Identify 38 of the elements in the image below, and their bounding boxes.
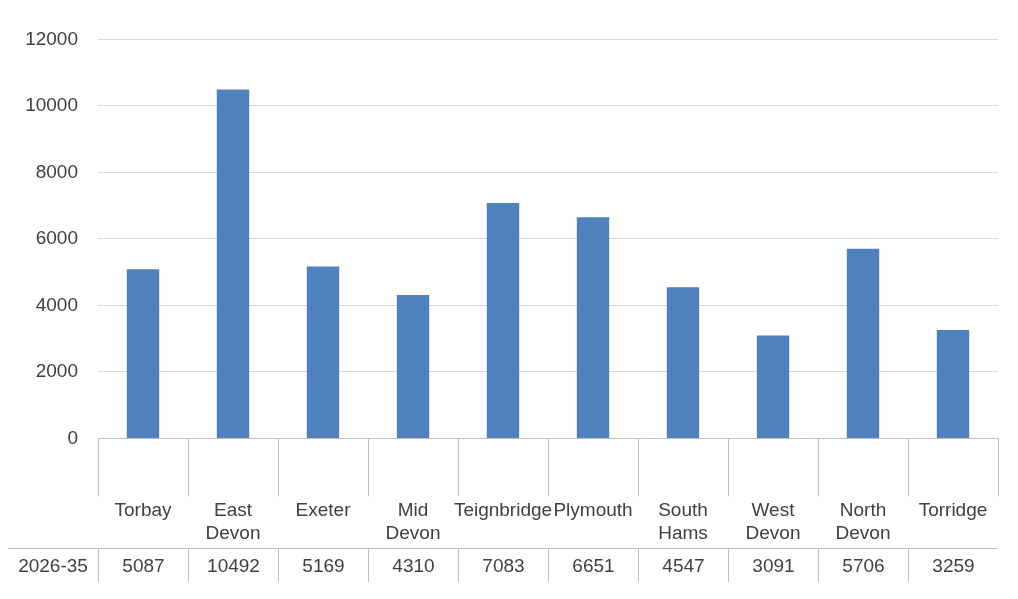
bar <box>396 295 430 438</box>
x-tick-label: South Hams <box>658 499 708 543</box>
y-tick-label: 8000 <box>35 160 78 182</box>
bar <box>756 335 790 438</box>
bar <box>306 266 340 438</box>
x-tick-label: Mid Devon <box>385 499 441 543</box>
x-tick-label: Torbay <box>114 499 173 521</box>
data-label: 3259 <box>908 548 998 582</box>
data-label: 6651 <box>548 548 638 582</box>
data-label: 5169 <box>278 548 368 582</box>
data-label: 4547 <box>638 548 728 582</box>
y-tick-label: 2000 <box>35 360 78 382</box>
data-label: 10492 <box>188 548 278 582</box>
y-tick-label: 6000 <box>35 227 78 249</box>
y-tick-label: 4000 <box>35 293 78 315</box>
data-label: 7083 <box>458 548 548 582</box>
x-tick-label: Plymouth <box>553 499 633 521</box>
y-tick-label: 0 <box>67 426 78 448</box>
data-label: 4310 <box>368 548 458 582</box>
x-tick-label: West Devon <box>745 499 801 543</box>
data-label: 5706 <box>818 548 908 582</box>
y-tick-label: 12000 <box>25 27 78 49</box>
data-label: 3091 <box>728 548 818 582</box>
x-tick-label: Exeter <box>295 499 352 521</box>
bar <box>216 89 250 438</box>
bar <box>126 269 160 438</box>
x-tick-label: Torridge <box>918 499 988 521</box>
x-tick-label: Teignbridge <box>453 499 553 521</box>
bar <box>576 217 610 438</box>
bar <box>846 248 880 438</box>
x-tick-label: North Devon <box>835 499 891 543</box>
text: 2026-35 <box>8 548 98 582</box>
bar <box>486 202 520 438</box>
data-label: 5087 <box>98 548 188 582</box>
bar <box>936 330 970 438</box>
y-tick-label: 10000 <box>25 94 78 116</box>
x-tick-label: East Devon <box>205 499 261 543</box>
bar <box>666 287 700 438</box>
